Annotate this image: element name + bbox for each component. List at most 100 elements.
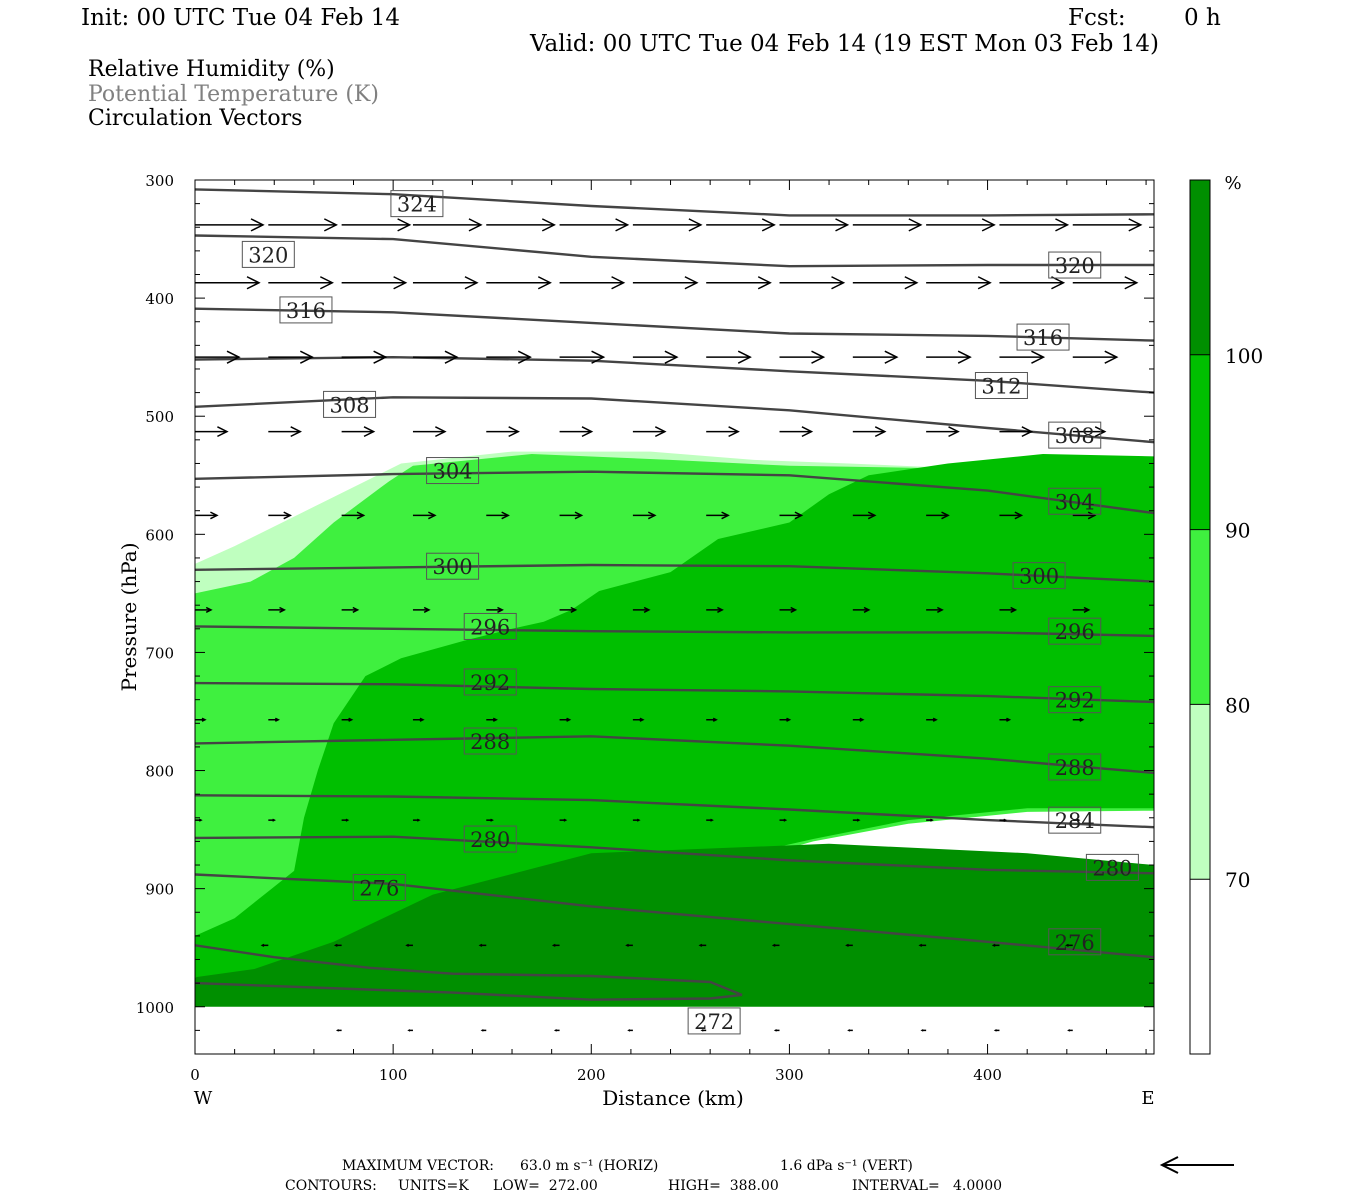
vector-arrow (632, 818, 641, 822)
contour-label-320: 320 (241, 240, 295, 268)
vector-arrow (852, 276, 919, 290)
vector-arrow (1072, 276, 1139, 290)
contour-label-312: 312 (974, 372, 1028, 400)
vector-arrow (845, 943, 853, 947)
vector-arrow (195, 276, 261, 290)
rh-fill-layer (195, 451, 1154, 1007)
contour-label-308: 308 (323, 390, 377, 418)
contour-label-292: 292 (463, 668, 517, 696)
contour-label-288: 288 (463, 727, 517, 755)
vector-arrow (195, 218, 265, 232)
colorbar-segment (1190, 180, 1210, 355)
y-tick-label: 500 (145, 408, 174, 426)
vector-arrow (268, 818, 276, 822)
vector-arrow (195, 818, 203, 822)
vector-arrow (706, 511, 730, 520)
vector-arrow (268, 218, 338, 232)
vector-arrow (1072, 511, 1097, 520)
vector-arrow (993, 1029, 1000, 1032)
vector-arrow (268, 350, 314, 364)
vector-arrow (706, 426, 740, 438)
forecast-hour: 0 h (1184, 5, 1221, 31)
x-tick-label: 300 (775, 1066, 804, 1084)
vector-arrow (1072, 717, 1085, 722)
theta-contour-320 (195, 234, 1154, 268)
vector-arrow (559, 717, 572, 722)
svg-text:288: 288 (1055, 756, 1095, 780)
vector-arrow (779, 511, 804, 520)
contours-low: LOW= 272.00 (493, 1178, 598, 1194)
vector-arrow (486, 818, 494, 822)
vector-arrow (926, 717, 938, 722)
vector-arrow (926, 818, 934, 822)
contour-label-284: 284 (1048, 806, 1102, 834)
vector-arrow (632, 276, 699, 290)
svg-text:284: 284 (1055, 809, 1095, 833)
vector-arrow (779, 717, 792, 722)
contour-label-324: 324 (390, 190, 444, 218)
y-tick-label: 700 (145, 644, 174, 662)
vector-arrow (559, 350, 606, 364)
vector-arrow (773, 1029, 780, 1032)
contours-label: CONTOURS: (285, 1178, 377, 1194)
vector-arrow (632, 606, 651, 613)
legend-vectors: Circulation Vectors (88, 106, 303, 131)
vector-arrow (999, 276, 1066, 290)
vector-arrow (478, 943, 487, 947)
colorbar-frame (1189, 179, 1211, 1055)
vector-arrow (341, 818, 350, 822)
contour-label-280: 280 (1085, 853, 1139, 881)
legend-theta: Potential Temperature (K) (88, 82, 379, 107)
colorbar-unit: % (1224, 173, 1241, 194)
vector-arrow (333, 943, 342, 947)
vector-arrow (335, 1029, 342, 1032)
vector-arrow (926, 511, 950, 520)
svg-text:276: 276 (1055, 931, 1095, 955)
theta-contour-layer (195, 188, 1154, 1001)
vector-arrow (1072, 350, 1119, 364)
vector-arrow (1067, 1029, 1073, 1032)
vector-arrow (926, 218, 996, 232)
contour-label-288: 288 (1048, 753, 1102, 781)
vector-arrow (486, 606, 504, 613)
vector-arrow (779, 218, 850, 232)
contour-label-308: 308 (1048, 421, 1102, 449)
contour-label-292: 292 (1048, 686, 1102, 714)
vector-arrow (779, 276, 846, 290)
contour-label-304: 304 (1048, 487, 1102, 515)
vector-arrow (341, 511, 366, 520)
vector-arrow (632, 511, 657, 520)
vector-arrow (852, 818, 861, 822)
svg-text:308: 308 (1055, 424, 1095, 448)
vector-arrow (926, 426, 960, 438)
vector-layer (195, 218, 1143, 1032)
x-end-label-west: W (194, 1088, 213, 1109)
y-tick-label: 400 (145, 290, 174, 308)
svg-text:292: 292 (470, 671, 510, 695)
vector-arrow (268, 276, 334, 290)
contour-label-320: 320 (1048, 251, 1102, 279)
axes-layer: 300 400 500 600 700 800 900 1000 0 100 200 300 400 (136, 172, 1154, 1084)
vector-arrow (852, 606, 871, 613)
vector-arrow (412, 717, 425, 722)
forecast-label: Fcst: (1068, 5, 1126, 31)
theta-contour-308 (195, 396, 1154, 444)
vector-arrow (779, 818, 788, 822)
y-tick-label: 900 (145, 881, 174, 899)
vector-arrow (632, 218, 703, 232)
contour-label-316: 316 (279, 296, 333, 324)
vector-arrow (412, 350, 459, 364)
vector-arrow (559, 606, 578, 613)
vector-arrow (852, 426, 887, 438)
vector-arrow (412, 218, 483, 232)
colorbar-segment (1190, 704, 1210, 880)
vector-arrow (999, 511, 1024, 520)
theta-contour-272 (195, 944, 743, 1001)
vector-arrow (706, 717, 718, 722)
vector-arrow (625, 943, 633, 947)
vector-arrow (407, 1029, 413, 1032)
plot-frame (194, 179, 1155, 1055)
contour-label-300: 300 (426, 552, 480, 580)
vector-arrow (559, 818, 568, 822)
